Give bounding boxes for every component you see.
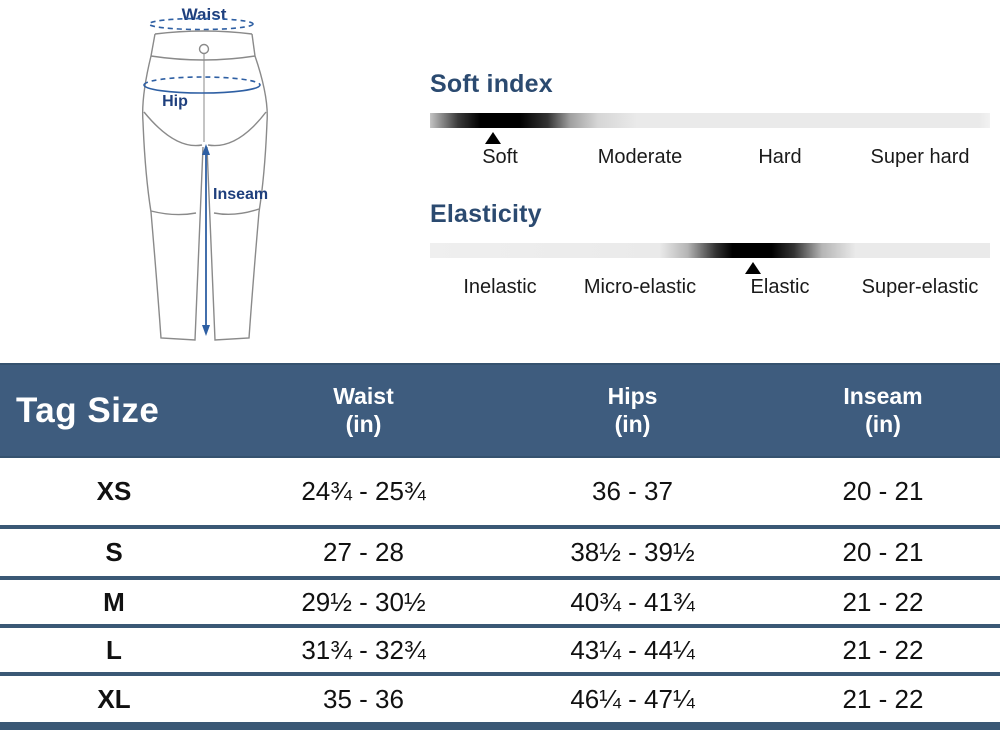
header-inseam-label: Inseam xyxy=(843,382,923,409)
size-row-xs: XS 24¾ - 25¾ 36 - 37 20 - 21 xyxy=(0,458,1000,529)
cell-inseam: 20 - 21 xyxy=(842,537,924,567)
elasticity-section: Elasticity Inelastic Micro-elastic Elast… xyxy=(430,200,990,299)
pants-diagram: Waist Hip Inseam xyxy=(142,5,268,341)
scale-label-elastic: Elastic xyxy=(750,276,810,298)
header-hips-unit: (in) xyxy=(614,410,651,437)
cell-waist: 31¾ - 32¾ xyxy=(301,634,426,665)
cell-waist: 24¾ - 25¾ xyxy=(301,476,426,506)
scale-label-super-hard: Super hard xyxy=(870,146,970,168)
header-waist-unit: (in) xyxy=(345,410,382,437)
inseam-label: Inseam xyxy=(213,186,268,203)
hip-measure-ellipse-top xyxy=(143,76,261,86)
elasticity-labels: Inelastic Micro-elastic Elastic Super-el… xyxy=(430,276,990,299)
soft-index-labels: Soft Moderate Hard Super hard xyxy=(430,146,990,169)
cell-inseam: 21 - 22 xyxy=(842,586,924,617)
cell-hips: 46¼ - 47¼ xyxy=(570,683,695,714)
hip-measure-ellipse-bottom xyxy=(143,84,261,94)
size-table: Tag Size Waist (in) Hips (in) Inseam (in… xyxy=(0,363,1000,730)
cell-size: M xyxy=(103,586,125,617)
cell-waist: 35 - 36 xyxy=(323,683,404,714)
scales-panel: Soft index Soft Moderate Hard Super hard… xyxy=(430,70,990,299)
size-row-xl: XL 35 - 36 46¼ - 47¼ 21 - 22 xyxy=(0,676,1000,722)
header-inseam-unit: (in) xyxy=(865,410,901,437)
cell-inseam: 21 - 22 xyxy=(842,683,924,714)
scale-label-inelastic: Inelastic xyxy=(463,276,537,298)
inseam-arrow-icon xyxy=(202,144,210,336)
header-hips-label: Hips xyxy=(607,382,658,409)
header-inseam: Inseam (in) xyxy=(766,383,1000,438)
table-bottom-bar xyxy=(0,722,1000,730)
scale-label-hard: Hard xyxy=(758,146,802,168)
elasticity-title: Elasticity xyxy=(430,200,542,228)
size-row-s: S 27 - 28 38½ - 39½ 20 - 21 xyxy=(0,529,1000,580)
cell-size: L xyxy=(106,634,122,665)
scale-label-soft: Soft xyxy=(482,146,518,168)
size-row-l: L 31¾ - 32¾ 43¼ - 44¼ 21 - 22 xyxy=(0,628,1000,676)
cell-inseam: 20 - 21 xyxy=(842,476,924,506)
scale-label-moderate: Moderate xyxy=(597,146,683,168)
triangle-up-icon xyxy=(745,262,762,274)
cell-waist: 29½ - 30½ xyxy=(301,586,426,617)
cell-size: XS xyxy=(96,476,132,506)
elasticity-gradient-bar xyxy=(430,243,990,274)
soft-index-gradient-bar xyxy=(430,113,990,144)
cell-size: XL xyxy=(97,683,131,714)
header-tag-size: Tag Size xyxy=(16,390,160,430)
cell-waist: 27 - 28 xyxy=(323,537,404,567)
cell-inseam: 21 - 22 xyxy=(842,634,924,665)
size-row-m: M 29½ - 30½ 40¾ - 41¾ 21 - 22 xyxy=(0,580,1000,628)
waist-label: Waist xyxy=(182,5,227,24)
size-table-header: Tag Size Waist (in) Hips (in) Inseam (in… xyxy=(0,363,1000,458)
hip-label: Hip xyxy=(162,93,188,110)
soft-index-section: Soft index Soft Moderate Hard Super hard xyxy=(430,70,990,169)
header-waist: Waist (in) xyxy=(228,383,499,438)
soft-index-title: Soft index xyxy=(430,70,553,98)
header-hips: Hips (in) xyxy=(499,383,766,438)
cell-hips: 36 - 37 xyxy=(592,476,673,506)
scale-label-micro-elastic: Micro-elastic xyxy=(583,276,697,298)
cell-hips: 40¾ - 41¾ xyxy=(570,586,695,617)
cell-hips: 38½ - 39½ xyxy=(570,537,695,567)
waist-measure-ellipse xyxy=(148,17,254,31)
triangle-up-icon xyxy=(485,132,502,144)
cell-size: S xyxy=(105,537,123,567)
header-waist-label: Waist xyxy=(333,382,394,409)
pants-outline xyxy=(142,30,268,341)
scale-label-super-elastic: Super-elastic xyxy=(861,276,979,298)
cell-hips: 43¼ - 44¼ xyxy=(570,634,695,665)
